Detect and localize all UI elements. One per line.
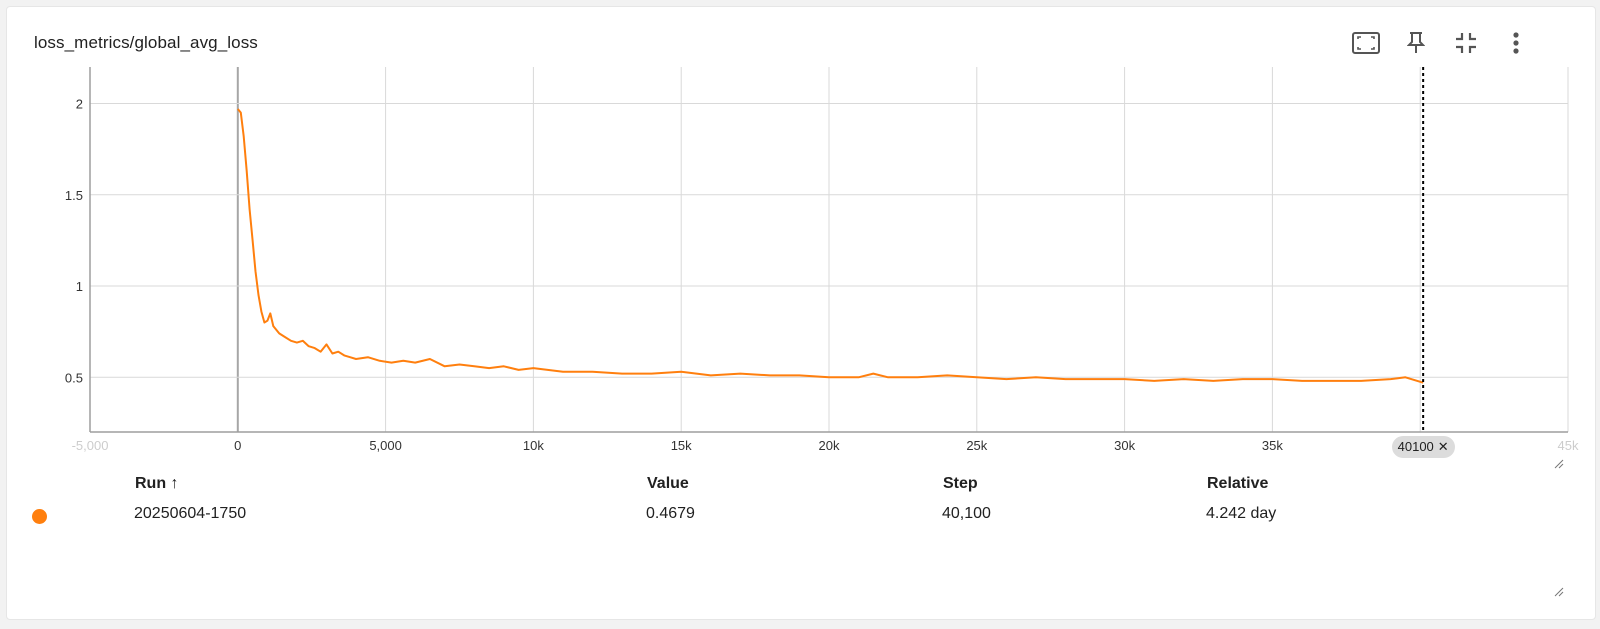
chart-resize-handle-icon[interactable] xyxy=(1554,459,1564,469)
more-options-button[interactable] xyxy=(1499,27,1533,59)
series-line xyxy=(237,108,1424,384)
column-header-run[interactable]: Run ↑ xyxy=(135,475,179,492)
card-title: loss_metrics/global_avg_loss xyxy=(34,33,258,52)
close-icon[interactable]: ✕ xyxy=(1437,439,1449,454)
x-tick-label: 45k xyxy=(1558,438,1579,453)
x-tick-label: 10k xyxy=(523,438,544,453)
run-value: 0.4679 xyxy=(646,505,695,522)
y-tick-label: 1.5 xyxy=(65,188,83,203)
run-color-dot xyxy=(32,509,47,524)
x-tick-label: 20k xyxy=(819,438,840,453)
collapse-button[interactable] xyxy=(1449,27,1483,59)
x-tick-label: 25k xyxy=(966,438,987,453)
loss-chart[interactable]: -5,00005,00010k15k20k25k30k35k40k45k0.51… xyxy=(0,0,1600,470)
x-tick-label: 0 xyxy=(234,438,241,453)
y-tick-label: 1 xyxy=(76,279,83,294)
column-header-value[interactable]: Value xyxy=(647,475,689,492)
x-tick-label: 5,000 xyxy=(369,438,402,453)
x-tick-label: -5,000 xyxy=(72,438,109,453)
more-vert-icon xyxy=(1513,32,1519,54)
hover-step-chip[interactable]: 40100 ✕ xyxy=(1391,436,1455,458)
card-resize-handle-icon[interactable] xyxy=(1554,587,1564,597)
chart-axes xyxy=(89,67,1568,433)
run-step: 40,100 xyxy=(942,505,991,522)
y-tick-label: 2 xyxy=(76,97,83,112)
chart-tick-labels: -5,00005,00010k15k20k25k30k35k40k45k0.51… xyxy=(65,97,1579,454)
run-name: 20250604-1750 xyxy=(134,505,247,522)
x-tick-label: 30k xyxy=(1114,438,1135,453)
run-relative: 4.242 day xyxy=(1206,505,1277,522)
pin-icon xyxy=(1407,32,1425,53)
fit-domain-button[interactable] xyxy=(1349,27,1383,59)
collapse-icon xyxy=(1456,33,1476,53)
fit-domain-icon xyxy=(1352,32,1380,54)
chart-series xyxy=(237,108,1424,384)
pin-button[interactable] xyxy=(1399,27,1433,59)
column-header-step[interactable]: Step xyxy=(943,475,978,492)
y-tick-label: 0.5 xyxy=(65,370,83,385)
hover-step-label: 40100 xyxy=(1397,439,1434,454)
x-tick-label: 15k xyxy=(671,438,692,453)
column-header-relative[interactable]: Relative xyxy=(1207,475,1269,492)
x-tick-label: 35k xyxy=(1262,438,1283,453)
